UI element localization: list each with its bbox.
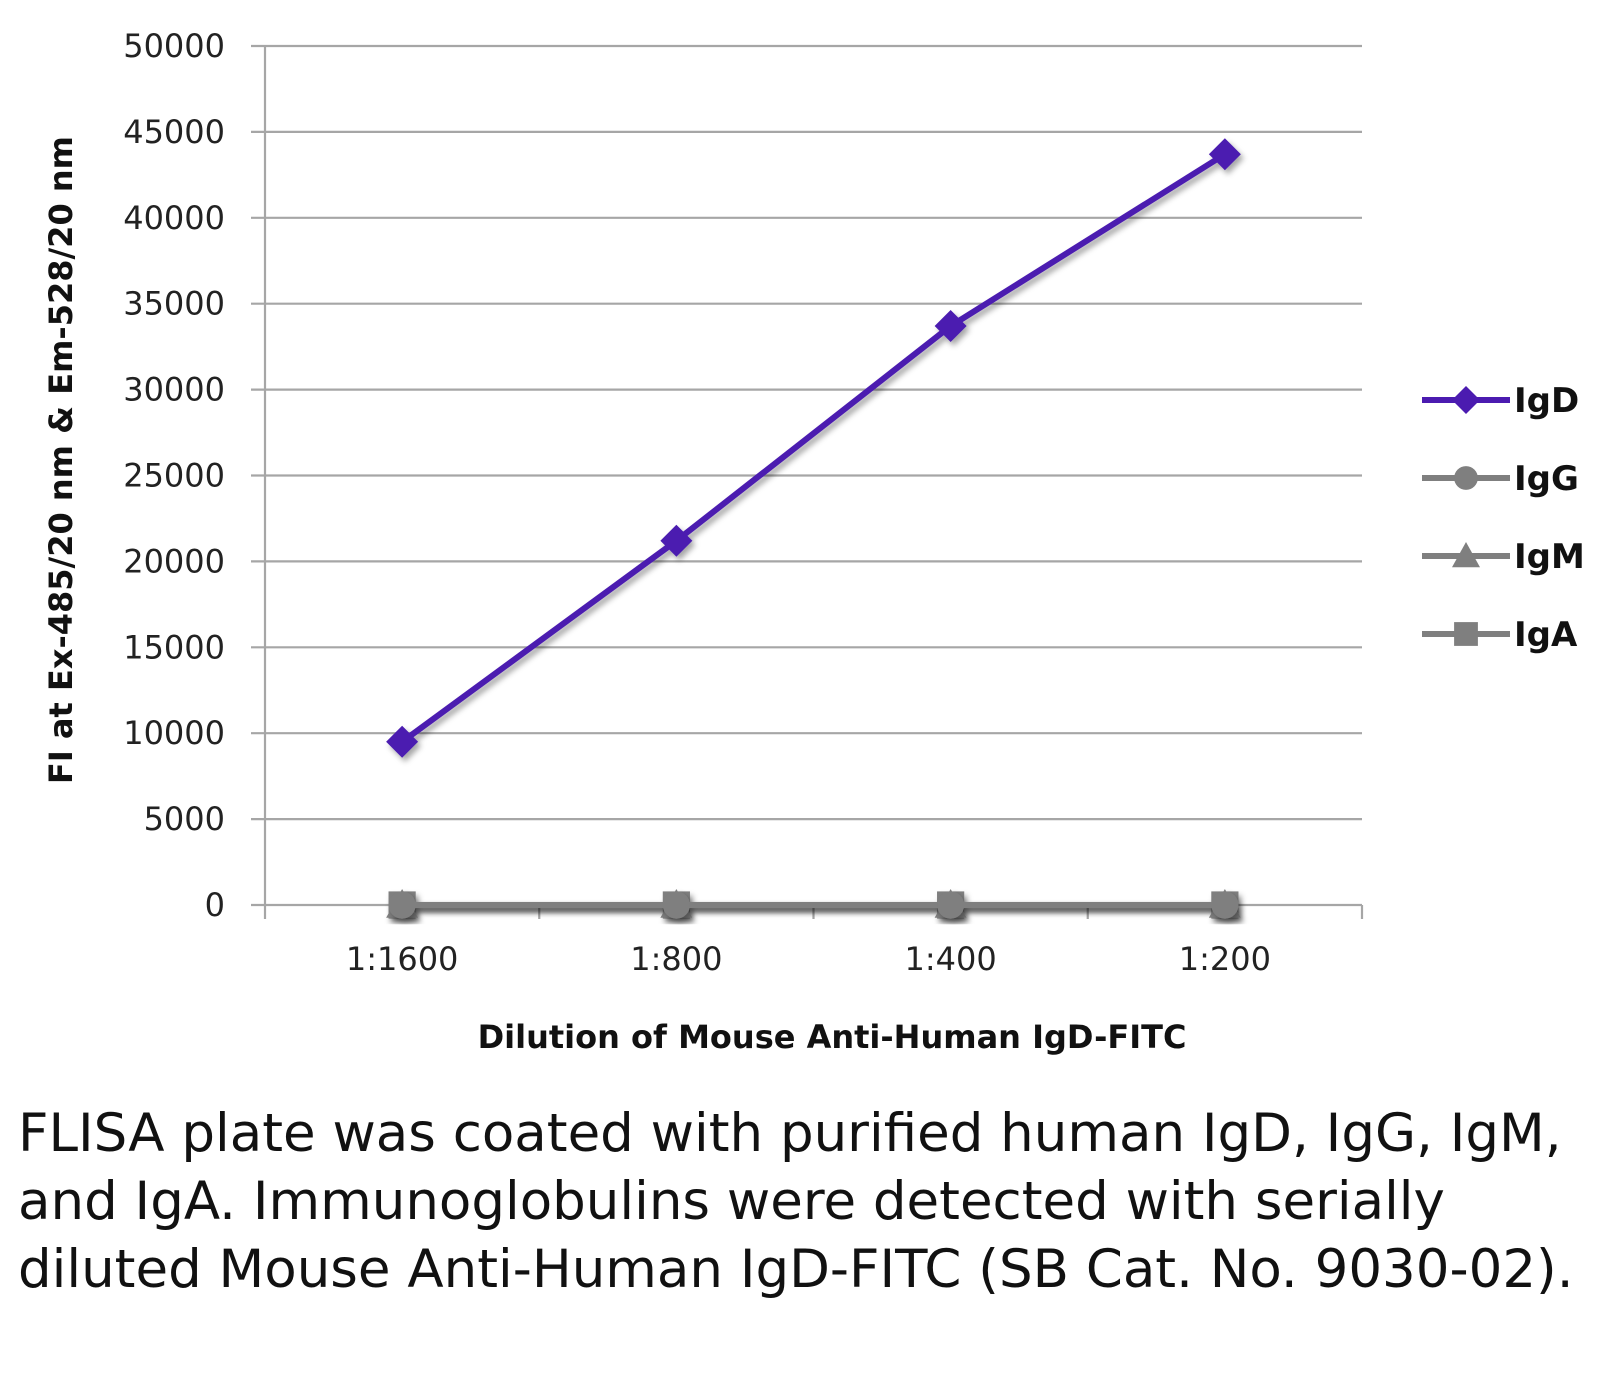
y-tick-label-0: 0: [205, 886, 225, 924]
legend-marker-IgD: [1452, 386, 1480, 414]
y-tick-label-45000: 45000: [123, 113, 225, 151]
x-axis-title: Dilution of Mouse Anti-Human IgD-FITC: [478, 1018, 1187, 1056]
y-axis-title: FI at Ex-485/20 nm & Em-528/20 nm: [42, 136, 80, 784]
data-point-IgD-1:800: [660, 524, 693, 557]
legend-item-IgD: IgD: [1422, 381, 1579, 421]
x-tick-label-1:1600: 1:1600: [346, 940, 459, 978]
legend-item-IgM: IgM: [1422, 537, 1585, 577]
data-point-IgD-1:1600: [386, 725, 419, 758]
y-tick-label-35000: 35000: [123, 285, 225, 323]
data-point-IgG-1:1600: [388, 891, 416, 919]
figure-caption: FLISA plate was coated with purified hum…: [18, 1103, 1574, 1300]
x-tick-label-1:200: 1:200: [1179, 940, 1271, 978]
y-tick-label-30000: 30000: [123, 371, 225, 409]
series-IgD: [386, 138, 1241, 758]
legend-label-IgM: IgM: [1514, 537, 1585, 577]
data-point-IgG-1:200: [1211, 891, 1239, 919]
legend-marker-IgA: [1454, 622, 1478, 646]
data-point-IgD-1:400: [934, 310, 967, 343]
legend-label-IgG: IgG: [1514, 459, 1579, 499]
x-tick-label-1:800: 1:800: [630, 940, 722, 978]
y-tick-label-50000: 50000: [123, 27, 225, 65]
legend-item-IgA: IgA: [1422, 615, 1578, 655]
y-tick-label-40000: 40000: [123, 199, 225, 237]
y-tick-label-25000: 25000: [123, 457, 225, 495]
data-point-IgG-1:400: [937, 891, 965, 919]
series-IgG: [388, 891, 1239, 919]
legend-item-IgG: IgG: [1422, 459, 1579, 499]
x-tick-label-1:400: 1:400: [905, 940, 997, 978]
y-tick-label-15000: 15000: [123, 628, 225, 666]
data-point-IgG-1:800: [662, 891, 690, 919]
series-line-IgD: [400, 151, 1227, 745]
legend-marker-IgG: [1454, 466, 1478, 490]
legend-label-IgA: IgA: [1514, 615, 1578, 655]
data-point-IgD-1:200: [1208, 138, 1241, 171]
legend-marker-IgM: [1452, 542, 1480, 568]
y-tick-label-5000: 5000: [144, 800, 225, 838]
y-tick-label-10000: 10000: [123, 714, 225, 752]
chart: 0 5000 10000 15000 20000 25000 30000 35000 40000…: [42, 27, 1585, 1056]
legend-label-IgD: IgD: [1514, 381, 1579, 421]
y-tick-label-20000: 20000: [123, 542, 225, 580]
